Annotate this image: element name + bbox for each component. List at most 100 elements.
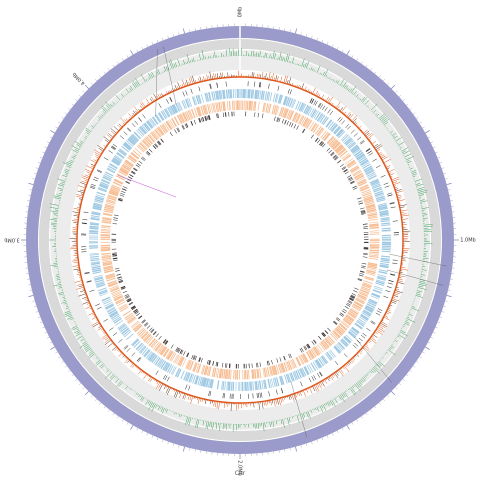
scale-tick [416, 361, 419, 363]
reverse-cds-block [139, 329, 147, 338]
gc-skew-bar [272, 421, 275, 428]
scale-tick [300, 32, 302, 35]
reverse-cds-block [365, 272, 375, 276]
gc-content-bar [401, 213, 407, 215]
inner-feature [122, 290, 128, 294]
inner-feature [120, 286, 126, 289]
gc-content-bar [106, 134, 113, 139]
gc-content-bar [398, 278, 403, 281]
forward-cds-block [148, 119, 155, 127]
gc-skew-bar [121, 97, 123, 99]
gc-skew-bar [105, 104, 111, 110]
rna-feature [93, 178, 98, 182]
gc-skew-bar [71, 145, 80, 151]
inner-feature [360, 211, 366, 213]
reverse-cds-block [283, 108, 289, 118]
forward-cds-block [366, 303, 376, 309]
reverse-cds-block [356, 296, 366, 302]
reverse-cds-block [100, 234, 111, 236]
scale-tick [64, 365, 67, 368]
reverse-cds-block [359, 291, 369, 296]
inner-feature [359, 272, 364, 275]
gc-skew-bar [60, 183, 65, 185]
inner-feature [186, 352, 189, 357]
gc-skew-bar [56, 277, 60, 279]
gc-content-bar [378, 152, 382, 155]
forward-cds-block [118, 323, 127, 331]
forward-cds-block [371, 293, 380, 298]
forward-cds-block [178, 101, 183, 111]
gc-skew-bar [387, 349, 396, 356]
reverse-cds-block [248, 369, 250, 380]
scale-tick [182, 446, 185, 452]
forward-cds-block [275, 377, 280, 387]
scale-tick [300, 445, 302, 448]
scale-tick [378, 75, 381, 78]
inner-feature [314, 137, 319, 142]
gc-content-bar [174, 88, 176, 91]
reverse-cds-block [215, 102, 218, 113]
forward-cds-block [208, 92, 212, 102]
scale-tick [413, 365, 416, 368]
forward-cds-block [351, 326, 360, 334]
reverse-cds-block [365, 205, 376, 209]
gc-content-bar [192, 75, 195, 84]
inner-feature [339, 163, 344, 168]
forward-cds-block [101, 179, 110, 185]
rna-feature [103, 157, 109, 161]
forward-cds-block [222, 89, 225, 100]
gc-skew-bar [372, 366, 380, 374]
gc-content-bar [378, 325, 384, 330]
forward-cds-block [254, 89, 257, 99]
inner-feature [205, 116, 208, 121]
gc-content-bar [130, 362, 133, 364]
gc-content-bar [360, 350, 363, 353]
inner-feature [182, 124, 185, 130]
inner-feature [140, 157, 145, 161]
reverse-cds-block [308, 349, 315, 359]
inner-feature [217, 113, 219, 118]
gc-skew-bar [406, 318, 416, 323]
gc-skew-bar [147, 72, 152, 79]
gc-content-bar [88, 312, 94, 316]
gc-content-bar [393, 295, 399, 298]
gc-skew-bar [65, 168, 70, 171]
gc-content-bar [132, 110, 136, 115]
forward-cds-block [143, 348, 150, 357]
reverse-cds-block [168, 120, 174, 129]
gc-skew-bar [157, 405, 161, 411]
reverse-cds-block [263, 367, 267, 378]
reverse-cds-block [111, 289, 121, 295]
gc-skew-bar [351, 385, 354, 388]
gc-content-bar [357, 352, 359, 355]
reverse-cds-block [100, 246, 111, 249]
scale-tick [141, 430, 144, 433]
reverse-cds-block [364, 198, 374, 203]
inner-feature [350, 295, 355, 298]
gc-content-bar [312, 386, 316, 392]
gc-content-bar [76, 193, 83, 197]
inner-feature [206, 359, 209, 365]
scale-tick [311, 35, 313, 39]
gc-content-bar [113, 135, 115, 136]
reverse-cds-block [122, 163, 132, 170]
scale-tick [32, 300, 35, 302]
forward-cds-block [381, 236, 391, 238]
reverse-cds-block [362, 192, 372, 197]
gc-skew-bar [85, 347, 92, 353]
forward-cds-block [195, 95, 200, 105]
inner-feature [352, 185, 357, 189]
forward-cds-block [272, 377, 276, 387]
gc-content-bar [138, 369, 140, 371]
forward-cds-block [95, 195, 105, 200]
forward-cds-block [93, 276, 103, 280]
inner-feature [169, 132, 173, 137]
forward-cds-block [274, 93, 278, 103]
gc-content-bar [184, 82, 187, 86]
gc-skew-bar [96, 123, 98, 125]
gc-content-bar [86, 165, 93, 170]
reverse-cds-block [160, 346, 168, 356]
scale-tick [49, 136, 53, 139]
inner-feature [271, 359, 273, 365]
gc-skew-bar [291, 416, 293, 419]
